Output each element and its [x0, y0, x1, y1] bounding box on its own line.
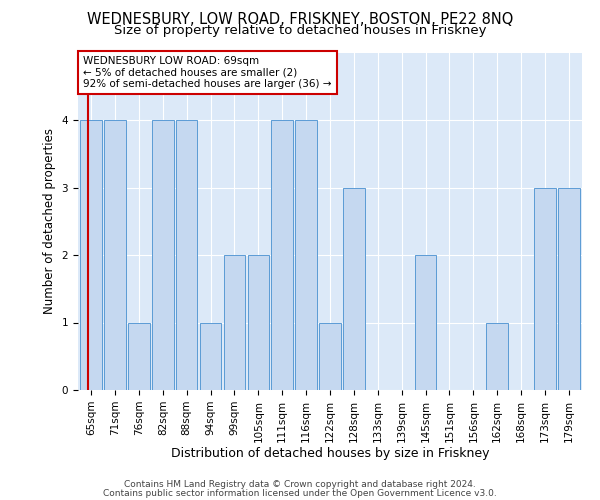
Bar — [271, 120, 293, 390]
Bar — [343, 188, 365, 390]
Bar — [534, 188, 556, 390]
Bar — [104, 120, 126, 390]
Text: WEDNESBURY, LOW ROAD, FRISKNEY, BOSTON, PE22 8NQ: WEDNESBURY, LOW ROAD, FRISKNEY, BOSTON, … — [87, 12, 513, 28]
Bar — [248, 255, 269, 390]
Text: Contains public sector information licensed under the Open Government Licence v3: Contains public sector information licen… — [103, 488, 497, 498]
Bar — [200, 322, 221, 390]
Bar — [319, 322, 341, 390]
Text: WEDNESBURY LOW ROAD: 69sqm
← 5% of detached houses are smaller (2)
92% of semi-d: WEDNESBURY LOW ROAD: 69sqm ← 5% of detac… — [83, 56, 332, 89]
X-axis label: Distribution of detached houses by size in Friskney: Distribution of detached houses by size … — [171, 448, 489, 460]
Bar — [176, 120, 197, 390]
Text: Size of property relative to detached houses in Friskney: Size of property relative to detached ho… — [114, 24, 486, 37]
Bar — [80, 120, 102, 390]
Text: Contains HM Land Registry data © Crown copyright and database right 2024.: Contains HM Land Registry data © Crown c… — [124, 480, 476, 489]
Bar — [295, 120, 317, 390]
Bar — [128, 322, 149, 390]
Bar — [487, 322, 508, 390]
Bar — [224, 255, 245, 390]
Bar — [415, 255, 436, 390]
Bar — [558, 188, 580, 390]
Bar — [152, 120, 173, 390]
Y-axis label: Number of detached properties: Number of detached properties — [43, 128, 56, 314]
